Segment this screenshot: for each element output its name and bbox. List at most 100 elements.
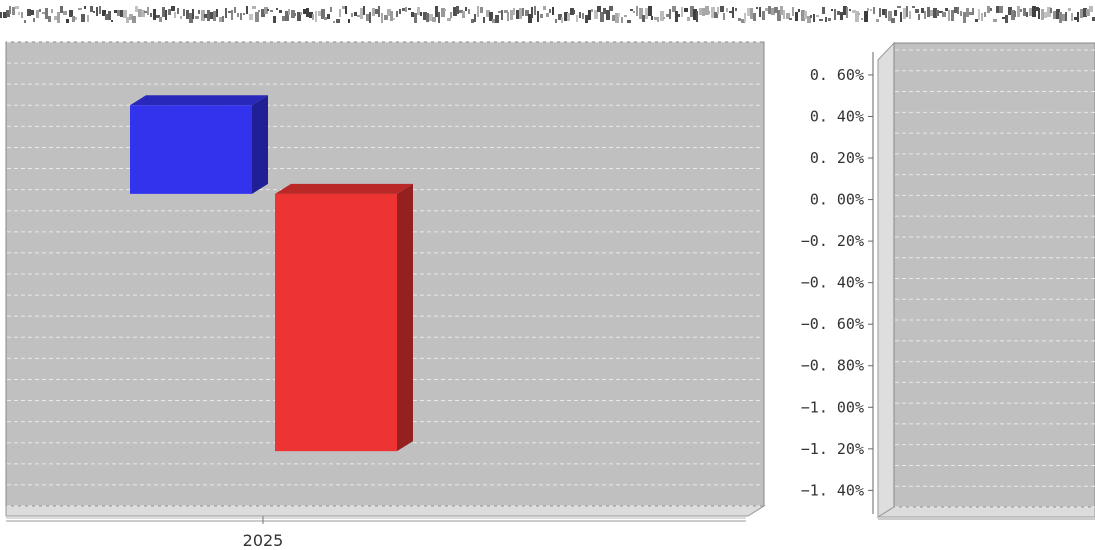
left-floor	[5, 505, 766, 517]
banner-noise	[144, 11, 148, 13]
banner-noise	[432, 17, 436, 22]
banner-noise	[717, 7, 719, 14]
banner-noise	[771, 8, 775, 15]
banner-noise	[1014, 11, 1016, 17]
banner-noise	[342, 6, 346, 9]
banner-noise	[396, 11, 398, 17]
right-y-tick-label: −1. 00%	[801, 398, 864, 416]
banner-noise	[21, 12, 23, 18]
banner-noise	[1083, 8, 1087, 17]
banner-noise	[135, 6, 138, 12]
banner-noise	[288, 9, 290, 15]
banner-noise	[78, 8, 82, 10]
banner-noise	[366, 14, 370, 21]
banner-noise	[312, 14, 314, 20]
banner-noise	[561, 17, 563, 23]
banner-noise	[660, 11, 664, 21]
banner-noise	[891, 18, 895, 23]
banner-noise	[303, 9, 306, 14]
banner-noise	[351, 13, 353, 17]
banner-noise	[999, 6, 1003, 13]
banner-noise	[726, 8, 728, 12]
banner-noise	[603, 8, 606, 14]
banner-noise	[168, 9, 171, 15]
banner-noise	[972, 8, 974, 15]
banner-noise	[225, 8, 227, 18]
right-y-tick-label: 0. 40%	[810, 107, 864, 125]
banner-noise	[729, 11, 732, 13]
banner-noise	[825, 17, 827, 22]
banner-noise	[315, 11, 317, 22]
banner-noise	[960, 11, 962, 16]
banner-noise	[516, 10, 520, 19]
banner-noise	[57, 12, 60, 23]
banner-noise	[1086, 9, 1090, 16]
banner-noise	[762, 11, 765, 20]
banner-noise	[93, 11, 95, 13]
banner-noise	[1089, 6, 1093, 12]
banner-noise	[831, 9, 833, 11]
banner-noise	[126, 17, 129, 23]
banner-noise	[933, 8, 937, 18]
banner-noise	[195, 16, 199, 19]
banner-noise	[48, 16, 51, 22]
bar-series-2	[275, 183, 413, 452]
right-y-tick-label: 0. 60%	[810, 66, 864, 84]
banner-noise	[141, 10, 145, 17]
banner-noise	[903, 8, 906, 19]
banner-noise	[9, 6, 11, 14]
banner-noise	[207, 10, 210, 21]
banner-noise	[375, 9, 379, 14]
banner-noise	[192, 9, 194, 19]
banner-noise	[393, 18, 395, 20]
banner-noise	[993, 19, 997, 22]
banner-noise	[444, 9, 446, 11]
banner-noise	[777, 10, 781, 21]
banner-noise	[879, 8, 881, 17]
banner-noise	[594, 10, 598, 19]
banner-noise	[1068, 8, 1071, 11]
right-y-tick-label: −0. 60%	[801, 315, 864, 333]
banner-noise	[1044, 12, 1047, 18]
banner-noise	[264, 7, 268, 14]
banner-noise	[120, 10, 124, 17]
banner-noise	[129, 14, 133, 20]
banner-noise	[1059, 12, 1062, 23]
banner-noise	[39, 9, 41, 12]
banner-noise	[414, 13, 417, 23]
banner-noise	[819, 19, 823, 21]
banner-noise	[117, 10, 121, 16]
banner-noise	[483, 17, 485, 23]
banner-noise	[420, 12, 422, 16]
banner-noise	[996, 6, 999, 13]
banner-noise	[228, 11, 232, 13]
banner-noise	[1041, 9, 1044, 20]
banner-noise	[735, 8, 737, 11]
banner-noise	[318, 11, 322, 16]
banner-noise	[837, 11, 840, 15]
banner-noise	[786, 13, 790, 19]
banner-noise	[804, 11, 807, 19]
banner-noise	[888, 11, 892, 21]
banner-noise	[990, 8, 992, 11]
banner-noise	[552, 7, 554, 15]
banner-noise	[693, 9, 697, 20]
banner-noise	[369, 12, 371, 23]
banner-noise	[255, 12, 259, 22]
banner-noise	[1077, 12, 1079, 22]
banner-noise	[678, 14, 680, 17]
banner-noise	[582, 13, 584, 19]
banner-noise	[867, 8, 869, 11]
banner-noise	[576, 15, 578, 22]
right-side-wall	[877, 41, 895, 518]
banner-noise	[975, 19, 978, 22]
banner-noise	[969, 12, 972, 15]
banner-noise	[1074, 17, 1077, 20]
banner-noise	[1038, 8, 1040, 19]
banner-noise	[285, 11, 289, 21]
banner-noise	[756, 7, 758, 9]
banner-noise	[72, 16, 75, 22]
banner-noise	[180, 16, 182, 19]
noise-banner	[0, 6, 1095, 23]
banner-noise	[741, 19, 745, 23]
